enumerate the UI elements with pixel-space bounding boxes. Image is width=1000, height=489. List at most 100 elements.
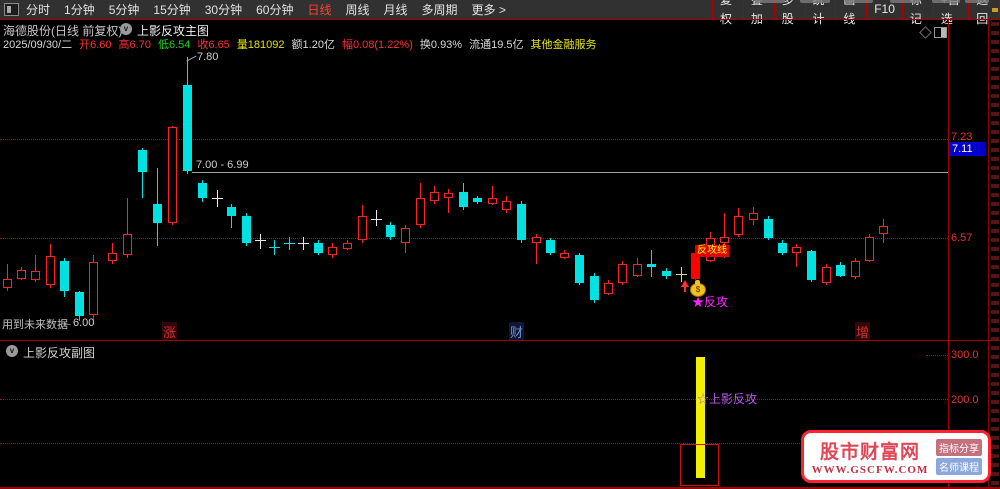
panel-divider[interactable] xyxy=(0,340,1000,341)
candle-wick xyxy=(796,244,797,267)
quote-field: 开6.60 xyxy=(79,39,112,51)
candle-body xyxy=(879,226,888,234)
sub-signal-bar xyxy=(696,357,705,478)
action-button-画线[interactable]: 画线 xyxy=(835,0,866,26)
candle-body xyxy=(198,183,207,198)
axis-label-mid: 6.57 xyxy=(951,232,973,244)
quote-field: 其他金融服务 xyxy=(530,39,597,51)
period-item-周线[interactable]: 周线 xyxy=(345,3,370,17)
candle-body xyxy=(604,283,613,294)
candle-body xyxy=(430,192,439,201)
period-item-5分钟[interactable]: 5分钟 xyxy=(108,3,140,17)
period-item-60分钟[interactable]: 60分钟 xyxy=(256,3,294,17)
candle-body xyxy=(242,216,251,243)
period-item-更多 >[interactable]: 更多 > xyxy=(471,3,506,17)
candle-body xyxy=(590,276,599,300)
attack-line-tag: 反攻线 xyxy=(695,245,729,257)
doji-cross xyxy=(676,274,687,275)
candle-body xyxy=(108,253,117,261)
action-button-叠加[interactable]: 叠加 xyxy=(742,0,774,26)
candle-body xyxy=(314,243,323,253)
gridline-7.23 xyxy=(0,139,948,140)
chevron-down-icon[interactable]: v xyxy=(6,345,18,357)
quote-field: 高6.70 xyxy=(118,39,151,51)
candle-body xyxy=(560,253,569,258)
candle-wick xyxy=(448,189,449,213)
corner-tick-decoration xyxy=(992,8,998,12)
action-button-多股[interactable]: 多股 xyxy=(773,0,805,26)
quote-field: 幅0.08(1.22%) xyxy=(341,39,413,51)
bottom-border-line xyxy=(0,487,1000,489)
candle-wick xyxy=(142,148,143,198)
current-price-marker: 7.11 xyxy=(949,142,986,156)
candle-body xyxy=(183,85,192,171)
quote-field: 低6.54 xyxy=(157,39,191,51)
doji-cross xyxy=(269,247,280,248)
candle-body xyxy=(75,292,84,316)
promo-watermark: 股市财富网 WWW.GSCFW.COM 指标分享 名师课程 xyxy=(801,430,991,483)
candle-wick xyxy=(651,250,652,277)
promo-text-block: 股市财富网 WWW.GSCFW.COM xyxy=(810,437,930,476)
candle-wick xyxy=(231,204,232,228)
candle-body xyxy=(459,192,468,207)
period-item-月线[interactable]: 月线 xyxy=(383,3,408,17)
candle-body xyxy=(386,225,395,237)
candle-body xyxy=(792,247,801,253)
promo-site-url: WWW.GSCFW.COM xyxy=(811,464,929,476)
period-item-1分钟[interactable]: 1分钟 xyxy=(64,3,95,17)
quote-field: 收6.65 xyxy=(197,39,230,51)
buy-arrow-icon xyxy=(681,280,689,287)
candle-wick xyxy=(724,213,725,258)
period-item-分时[interactable]: 分时 xyxy=(26,3,51,17)
doji-cross xyxy=(298,243,309,244)
period-item-15分钟[interactable]: 15分钟 xyxy=(153,3,191,17)
quote-field: 量181092 xyxy=(236,39,285,51)
action-button-标记[interactable]: 标记 xyxy=(901,0,933,26)
candle-body xyxy=(168,127,177,223)
doji-cross xyxy=(212,198,223,199)
period-item-30分钟[interactable]: 30分钟 xyxy=(204,3,243,17)
main-indicator-title: 上影反攻主图 xyxy=(137,24,210,38)
candle-wick xyxy=(260,234,261,249)
candle-body xyxy=(401,228,410,243)
candle-body xyxy=(358,216,367,240)
window-icon[interactable] xyxy=(4,3,19,16)
low-price-label: ←6.00 xyxy=(62,317,95,329)
quote-field: 换0.93% xyxy=(419,39,463,51)
candle-body xyxy=(488,198,497,204)
money-bag-knot xyxy=(695,280,700,284)
promo-badges: 指标分享 名师课程 xyxy=(936,437,982,477)
candle-body xyxy=(546,240,555,253)
axis-label-upper: 7.23 xyxy=(951,131,973,143)
chevron-down-icon[interactable]: v xyxy=(120,23,132,35)
watermark-char: 增 xyxy=(855,322,871,341)
candle-body xyxy=(822,267,831,283)
upper-shadow-level-line xyxy=(192,172,948,173)
sub-indicator-title: 上影反攻副图 xyxy=(23,346,96,360)
action-button-复权[interactable]: 复权 xyxy=(712,0,743,26)
quote-field: 流通19.5亿 xyxy=(469,39,524,51)
promo-badge-teacher-course: 名师课程 xyxy=(936,457,982,475)
clipped-toolbar-button xyxy=(965,0,989,3)
action-button-F10[interactable]: F10 xyxy=(866,0,902,19)
quote-info-bar: 2025/09/30/二 开6.60 高6.70 低6.54 收6.65 量181092 额… xyxy=(3,36,597,52)
candle-body xyxy=(89,262,98,315)
panel-layout-icon[interactable] xyxy=(934,27,947,38)
candle-body xyxy=(60,261,69,291)
action-button-统计[interactable]: 统计 xyxy=(804,0,836,26)
period-item-多周期[interactable]: 多周期 xyxy=(421,3,458,17)
candle-body xyxy=(31,271,40,280)
candle-body xyxy=(17,270,26,279)
candle-body xyxy=(138,150,147,172)
gridline-6.57 xyxy=(0,238,948,239)
period-item-日线[interactable]: 日线 xyxy=(307,3,332,17)
sub-gridline-300 xyxy=(926,355,948,356)
doji-cross xyxy=(255,240,266,241)
signal-highlight-box xyxy=(680,444,719,486)
candle-wick xyxy=(35,255,36,282)
candle-wick xyxy=(536,234,537,264)
candle-body xyxy=(633,264,642,276)
watermark-char: 财 xyxy=(509,322,525,341)
action-button-+自选[interactable]: +自选 xyxy=(932,0,968,26)
